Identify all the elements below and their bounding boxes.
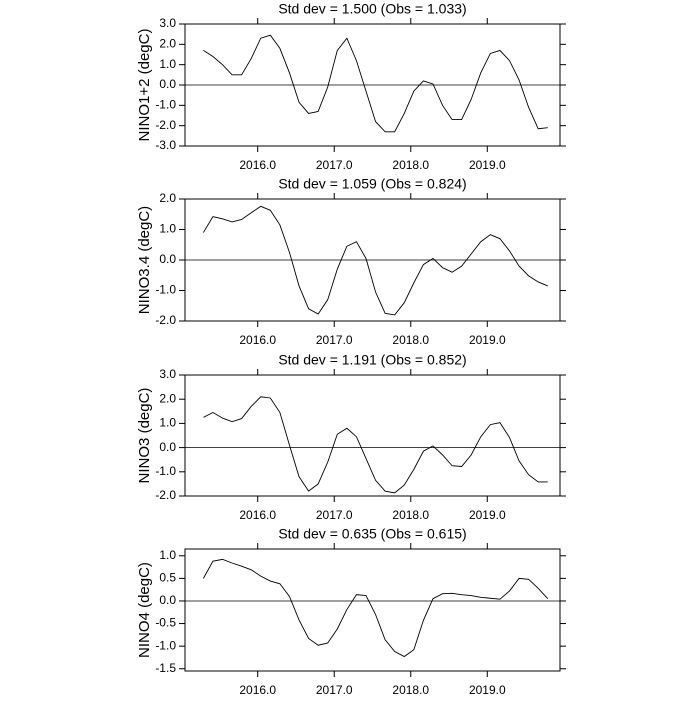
y-tick-label: 0.0 <box>159 77 176 91</box>
chart-title: Std dev = 0.635 (Obs = 0.615) <box>278 526 466 542</box>
y-tick-label: 1.0 <box>159 416 176 430</box>
x-tick-label: 2017.0 <box>316 333 353 347</box>
y-axis-label: NINO3 (degC) <box>136 388 153 484</box>
y-tick-label: -2.0 <box>155 118 176 132</box>
series-line <box>203 34 548 133</box>
y-tick-label: 2.0 <box>159 37 176 51</box>
chart-title: Std dev = 1.059 (Obs = 0.824) <box>278 176 466 192</box>
y-axis-label: NINO1+2 (degC) <box>136 29 153 142</box>
y-tick-label: -0.5 <box>155 616 176 630</box>
x-tick-label: 2018.0 <box>392 683 429 697</box>
y-tick-label: -1.5 <box>155 661 176 675</box>
y-tick-label: 1.0 <box>159 57 176 71</box>
y-tick-label: 3.0 <box>159 16 176 30</box>
y-tick-label: 2.0 <box>159 191 176 205</box>
x-tick-label: 2019.0 <box>469 158 506 172</box>
y-tick-label: -1.0 <box>155 98 176 112</box>
y-tick-label: 0.0 <box>159 593 176 607</box>
y-tick-label: 0.5 <box>159 571 176 585</box>
y-tick-label: -2.0 <box>155 488 176 502</box>
plot-frame <box>184 548 561 672</box>
chart-title: Std dev = 1.500 (Obs = 1.033) <box>278 1 466 17</box>
y-tick-label: 1.0 <box>159 548 176 562</box>
x-tick-label: 2016.0 <box>239 508 276 522</box>
y-tick-label: -3.0 <box>155 138 176 152</box>
x-tick-label: 2019.0 <box>469 683 506 697</box>
x-tick-label: 2018.0 <box>392 158 429 172</box>
y-tick-label: 2.0 <box>159 391 176 405</box>
y-axis-label: NINO4 (degC) <box>136 562 153 658</box>
x-tick-label: 2018.0 <box>392 508 429 522</box>
x-tick-label: 2016.0 <box>239 158 276 172</box>
x-tick-label: 2017.0 <box>316 683 353 697</box>
series-line <box>202 558 549 658</box>
y-axis-label: NINO3.4 (degC) <box>136 206 153 314</box>
y-tick-label: -2.0 <box>155 313 176 327</box>
x-tick-label: 2018.0 <box>392 333 429 347</box>
x-tick-label: 2019.0 <box>469 508 506 522</box>
y-tick-label: -1.0 <box>155 464 176 478</box>
y-tick-label: -1.0 <box>155 283 176 297</box>
x-tick-label: 2017.0 <box>316 508 353 522</box>
y-tick-label: 1.0 <box>159 222 176 236</box>
plot-frame <box>184 374 561 497</box>
y-tick-label: 0.0 <box>159 252 176 266</box>
x-tick-label: 2017.0 <box>316 158 353 172</box>
x-tick-label: 2016.0 <box>239 333 276 347</box>
x-tick-label: 2016.0 <box>239 683 276 697</box>
chart-title: Std dev = 1.191 (Obs = 0.852) <box>278 352 466 368</box>
y-tick-label: 3.0 <box>159 367 176 381</box>
x-tick-label: 2019.0 <box>469 333 506 347</box>
series-line <box>203 396 548 494</box>
series-line <box>202 205 548 316</box>
y-tick-label: 0.0 <box>159 440 176 454</box>
y-tick-label: -1.0 <box>155 638 176 652</box>
